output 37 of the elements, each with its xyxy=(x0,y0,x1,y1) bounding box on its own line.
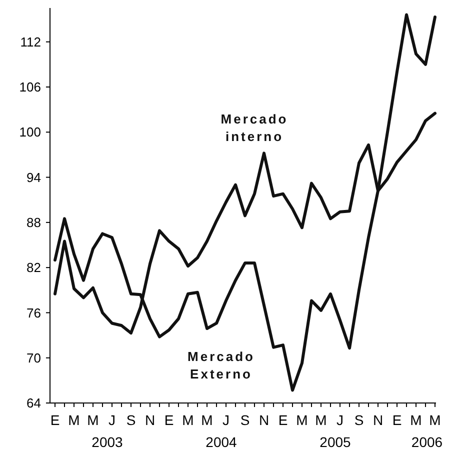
y-tick-label: 94 xyxy=(26,170,41,185)
x-tick-label: M xyxy=(87,412,99,428)
x-tick-label: J xyxy=(222,412,230,428)
x-tick-label: M xyxy=(410,412,422,428)
series-label: Mercado Externo xyxy=(188,348,255,382)
x-tick-label: E xyxy=(278,412,288,428)
x-tick-label: S xyxy=(126,412,136,428)
y-tick-label: 70 xyxy=(26,350,41,366)
y-tick-label: 106 xyxy=(19,80,41,95)
x-tick-label: M xyxy=(201,412,213,428)
x-tick-label: S xyxy=(354,412,364,428)
x-tick-label: N xyxy=(144,412,156,428)
x-tick-label: M xyxy=(429,412,441,428)
line-series xyxy=(54,13,436,392)
x-tick-label: E xyxy=(164,412,174,428)
y-tick-label: 76 xyxy=(26,305,41,320)
y-tick-label: 100 xyxy=(19,124,41,140)
text: 2003 xyxy=(92,434,124,450)
text: 2005 xyxy=(320,434,352,450)
x-tick-label: S xyxy=(240,412,250,428)
y-tick-label: 112 xyxy=(20,34,41,50)
x-tick-label: E xyxy=(50,412,60,428)
series-label: Mercado interno xyxy=(220,112,288,144)
text: 2004 xyxy=(206,434,238,450)
y-tick-label: 64 xyxy=(26,396,41,411)
x-tick-label: M xyxy=(296,412,308,428)
x-tick-label: N xyxy=(372,412,384,428)
x-tick-label: M xyxy=(315,412,327,428)
x-tick-label: E xyxy=(392,412,402,428)
text: 2006 xyxy=(411,434,443,450)
x-tick-label: N xyxy=(258,412,270,428)
y-tick-label: 88 xyxy=(26,214,41,230)
x-tick-label: J xyxy=(336,412,344,428)
x-tick-label: M xyxy=(182,412,194,428)
x-tick-label: M xyxy=(68,412,80,428)
x-tick-label: J xyxy=(108,412,116,428)
y-tick-label: 82 xyxy=(26,260,41,276)
